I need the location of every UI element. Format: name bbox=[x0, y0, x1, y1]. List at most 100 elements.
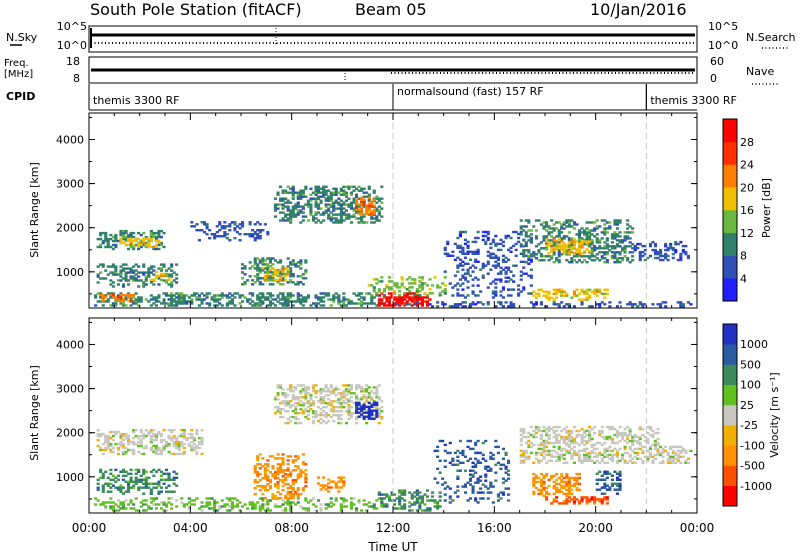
heatmap-cell bbox=[542, 441, 546, 445]
heatmap-cell bbox=[268, 300, 272, 303]
heatmap-cell bbox=[362, 298, 366, 301]
heatmap-cell bbox=[615, 243, 619, 246]
heatmap-cell bbox=[142, 231, 146, 235]
heatmap-cell bbox=[309, 209, 313, 212]
heatmap-cell bbox=[289, 471, 293, 474]
heatmap-cell bbox=[349, 207, 353, 210]
heatmap-cell bbox=[220, 304, 224, 307]
heatmap-cell bbox=[684, 451, 688, 455]
heatmap-cell bbox=[332, 392, 336, 395]
heatmap-cell bbox=[149, 233, 153, 237]
heatmap-cell bbox=[165, 294, 169, 297]
heatmap-cell bbox=[393, 298, 397, 301]
heatmap-cell bbox=[109, 237, 113, 241]
heatmap-cell bbox=[253, 257, 257, 260]
heatmap-cell bbox=[273, 473, 277, 476]
heatmap-cell bbox=[334, 199, 338, 202]
heatmap-cell bbox=[329, 219, 333, 222]
heatmap-cell bbox=[109, 430, 113, 434]
heatmap-cell bbox=[349, 392, 353, 395]
heatmap-cell bbox=[159, 450, 163, 454]
heatmap-cell bbox=[180, 442, 184, 446]
heatmap-cell bbox=[347, 213, 351, 216]
heatmap-cell bbox=[552, 449, 556, 453]
heatmap-cell bbox=[570, 498, 574, 501]
heatmap-cell bbox=[114, 273, 118, 276]
heatmap-cell bbox=[377, 199, 381, 202]
heatmap-cell bbox=[147, 243, 151, 246]
heatmap-cell bbox=[613, 447, 617, 451]
heatmap-cell bbox=[572, 439, 576, 443]
heatmap-cell bbox=[600, 435, 604, 439]
heatmap-cell bbox=[583, 455, 587, 458]
heatmap-cell bbox=[134, 468, 138, 472]
heatmap-cell bbox=[187, 296, 191, 299]
heatmap-cell bbox=[656, 449, 660, 453]
heatmap-cell bbox=[172, 470, 176, 473]
heatmap-cell bbox=[588, 233, 592, 236]
heatmap-cell bbox=[638, 441, 642, 445]
heatmap-cell bbox=[575, 429, 579, 433]
heatmap-cell bbox=[631, 449, 635, 453]
heatmap-cell bbox=[111, 302, 115, 305]
heatmap-cell bbox=[588, 500, 592, 503]
heatmap-cell bbox=[555, 490, 559, 494]
heatmap-cell bbox=[299, 197, 303, 200]
heatmap-cell bbox=[137, 271, 141, 274]
heatmap-cell bbox=[519, 233, 523, 236]
heatmap-cell bbox=[572, 500, 576, 503]
heatmap-cell bbox=[593, 455, 597, 458]
heatmap-cell bbox=[332, 217, 336, 220]
heatmap-cell bbox=[603, 478, 607, 481]
heatmap-cell bbox=[689, 449, 693, 453]
heatmap-cell bbox=[615, 472, 619, 475]
heatmap-cell bbox=[175, 304, 179, 307]
heatmap-cell bbox=[332, 298, 336, 301]
heatmap-cell bbox=[575, 478, 579, 482]
heatmap-cell bbox=[395, 303, 399, 306]
heatmap-cell bbox=[524, 225, 528, 228]
heatmap-cell bbox=[301, 404, 305, 407]
heatmap-cell bbox=[159, 434, 163, 438]
heatmap-cell bbox=[289, 201, 293, 204]
heatmap-cell bbox=[119, 237, 123, 240]
heatmap-cell bbox=[344, 402, 348, 405]
heatmap-cell bbox=[527, 435, 531, 439]
heatmap-cell bbox=[195, 292, 199, 295]
heatmap-cell bbox=[197, 304, 201, 307]
heatmap-cell bbox=[253, 302, 257, 305]
heatmap-cell bbox=[610, 484, 614, 487]
heatmap-cell bbox=[408, 505, 412, 508]
heatmap-cell bbox=[481, 230, 485, 234]
heatmap-cell bbox=[522, 251, 526, 254]
heatmap-cell bbox=[537, 288, 541, 291]
heatmap-cell bbox=[583, 298, 587, 301]
heatmap-cell bbox=[532, 482, 536, 486]
heatmap-cell bbox=[132, 302, 136, 305]
heatmap-cell bbox=[362, 390, 366, 393]
heatmap-cell bbox=[137, 304, 141, 307]
heatmap-cell bbox=[375, 215, 379, 218]
heatmap-cell bbox=[517, 292, 521, 295]
heatmap-cell bbox=[210, 296, 214, 299]
heatmap-cell bbox=[289, 494, 293, 498]
heatmap-cell bbox=[314, 396, 318, 399]
heatmap-cell bbox=[527, 443, 531, 447]
heatmap-cell bbox=[129, 233, 133, 237]
heatmap-cell bbox=[466, 252, 470, 255]
heatmap-cell bbox=[400, 282, 404, 285]
heatmap-cell bbox=[286, 394, 290, 397]
heatmap-cell bbox=[524, 231, 528, 234]
heatmap-cell bbox=[301, 283, 305, 286]
heatmap-cell bbox=[550, 453, 554, 457]
heatmap-cell bbox=[149, 235, 153, 239]
heatmap-cell bbox=[329, 199, 333, 202]
heatmap-cell bbox=[598, 488, 602, 491]
heatmap-cell bbox=[588, 237, 592, 240]
heatmap-cell bbox=[344, 410, 348, 413]
heatmap-cell bbox=[403, 294, 407, 297]
heatmap-cell bbox=[387, 497, 391, 500]
heatmap-cell bbox=[286, 499, 290, 502]
heatmap-cell bbox=[621, 457, 625, 460]
heatmap-cell bbox=[195, 430, 199, 434]
